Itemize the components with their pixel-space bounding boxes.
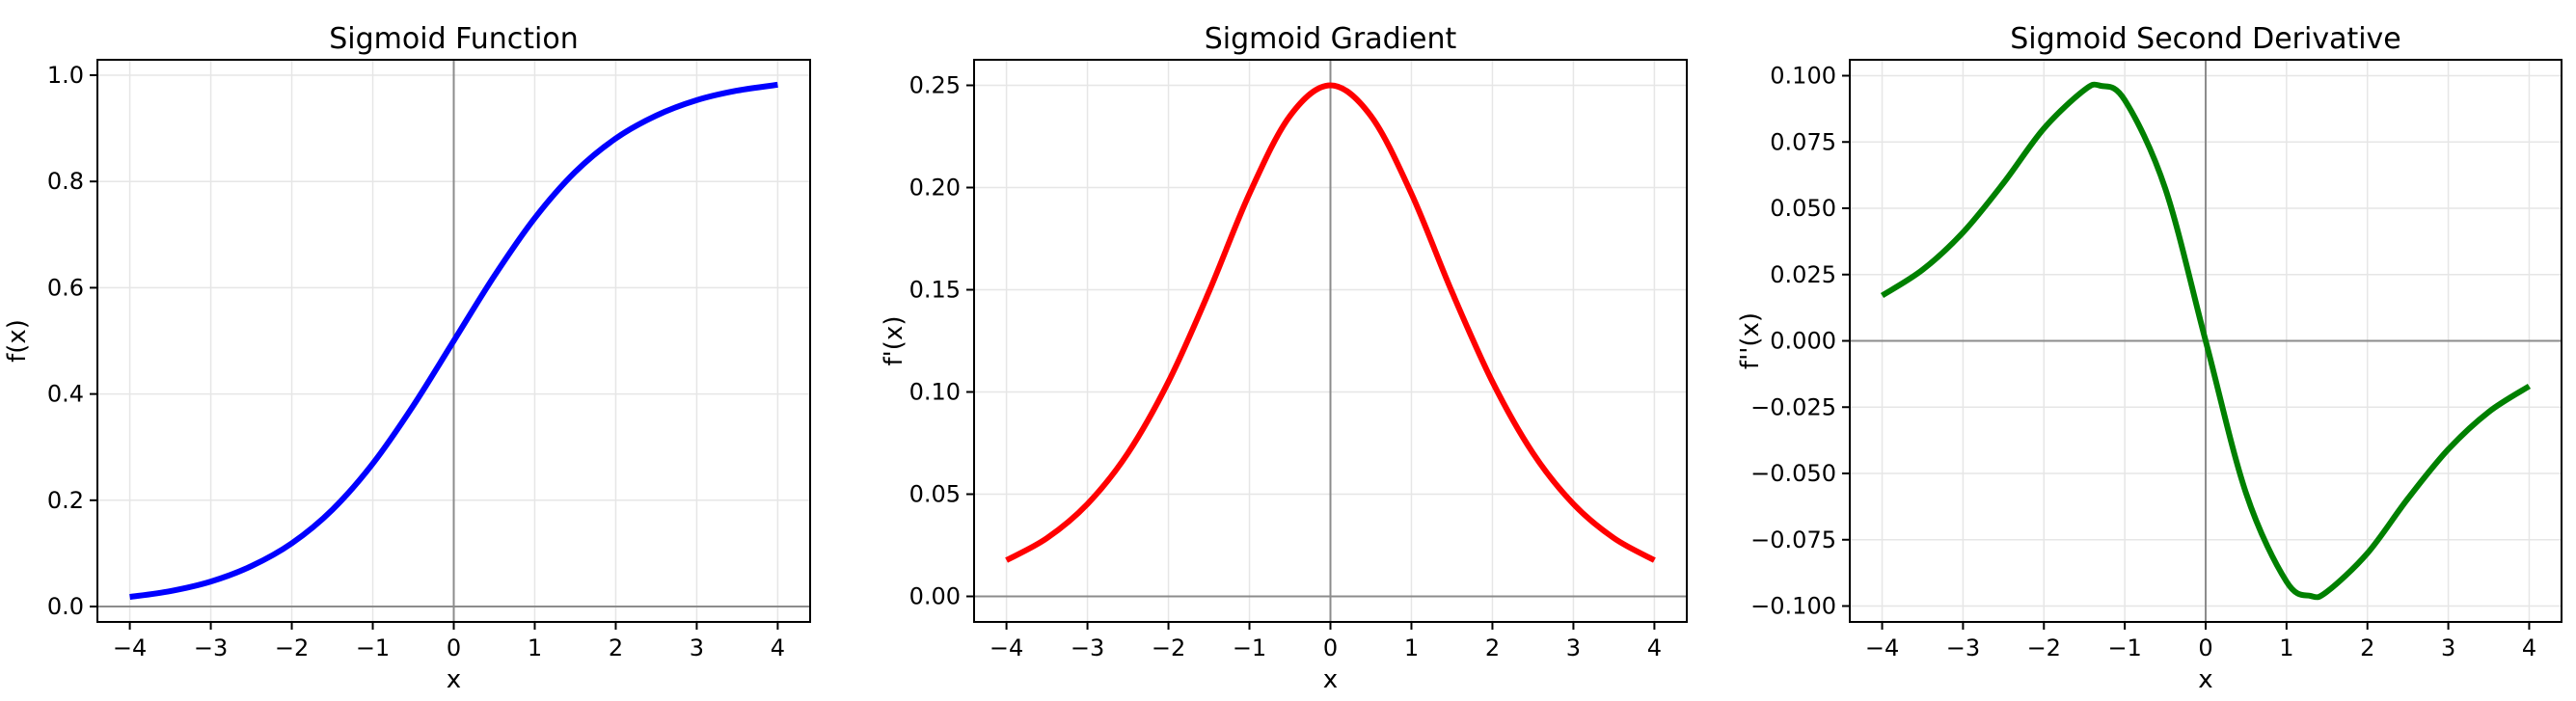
x-tick-label: −2 [275, 634, 309, 661]
x-tick-label: 0 [1323, 634, 1338, 661]
x-tick-label: −4 [113, 634, 147, 661]
x-tick-label: −3 [194, 634, 228, 661]
x-tick-label: 4 [2522, 634, 2536, 661]
x-tick-label: 3 [690, 634, 704, 661]
series-layer [129, 81, 778, 601]
y-tick-label: 0.000 [1770, 328, 1836, 355]
series-layer [1880, 81, 2532, 601]
y-tick-label: 0.025 [1770, 261, 1836, 288]
x-tick-label: 3 [2441, 634, 2455, 661]
x-tick-label: −1 [2107, 634, 2141, 661]
x-tick-label: −1 [356, 634, 390, 661]
y-tick-label: 0.20 [909, 175, 961, 202]
x-tick-label: −2 [2027, 634, 2061, 661]
y-tick-label: 0.6 [47, 274, 84, 301]
y-tick-label: 0.15 [909, 277, 961, 304]
y-tick-label: −0.050 [1750, 460, 1836, 487]
ticks: −4 −3 −2 −1 0 1 2 3 4 0.0 0.2 0.4 0.6 0.8 1.0 [47, 62, 785, 661]
y-tick-label: 0.8 [47, 168, 84, 195]
x-tick-label: 4 [1647, 634, 1662, 661]
x-tick-label: −4 [1865, 634, 1899, 661]
x-tick-label: −3 [1071, 634, 1104, 661]
x-tick-label: −1 [1233, 634, 1266, 661]
ticks: −4 −3 −2 −1 0 1 2 3 4 0.00 0.05 0.10 0.15 0.20 0.25 [909, 72, 1662, 662]
x-axis-label: x [1323, 665, 1338, 694]
ticks: −4 −3 −2 −1 0 1 2 3 4 −0.100 −0.075 −0.050 −0.025 0.0… [1750, 63, 2536, 662]
y-tick-label: 0.10 [909, 379, 961, 406]
x-tick-label: 4 [771, 634, 785, 661]
y-tick-label: 1.0 [47, 62, 84, 89]
x-tick-label: 1 [1404, 634, 1419, 661]
chart-panel-sigmoid-second-derivative: −4 −3 −2 −1 0 1 2 3 4 −0.100 −0.075 −0.050 −0.025 0.0… [1736, 22, 2562, 694]
y-axis-label: f'(x) [880, 316, 908, 366]
x-tick-label: 2 [2360, 634, 2374, 661]
y-tick-label: 0.05 [909, 481, 961, 508]
x-tick-label: 0 [2198, 634, 2212, 661]
y-tick-label: 0.4 [47, 381, 84, 408]
y-tick-label: −0.025 [1750, 393, 1836, 420]
y-axis-label: f''(x) [1736, 312, 1765, 369]
y-tick-label: 0.075 [1770, 128, 1836, 155]
y-tick-label: 0.00 [909, 583, 961, 610]
series-layer [1005, 82, 1656, 563]
y-tick-label: 0.050 [1770, 195, 1836, 222]
y-tick-label: 0.25 [909, 72, 961, 99]
chart-panel-sigmoid-function: −4 −3 −2 −1 0 1 2 3 4 0.0 0.2 0.4 0.6 0.8 1.0 Sigmoid … [3, 22, 811, 694]
series-line [1880, 81, 2532, 601]
y-axis-label: f(x) [3, 319, 32, 363]
y-tick-label: 0.0 [47, 593, 84, 620]
x-axis-label: x [2198, 665, 2212, 694]
x-tick-label: −2 [1152, 634, 1185, 661]
x-tick-label: −4 [990, 634, 1023, 661]
x-tick-label: 0 [447, 634, 461, 661]
x-axis-label: x [447, 665, 461, 694]
chart-title: Sigmoid Gradient [1205, 22, 1457, 56]
x-tick-label: 1 [528, 634, 542, 661]
chart-panel-sigmoid-gradient: −4 −3 −2 −1 0 1 2 3 4 0.00 0.05 0.10 0.15 0.20 0.25 Si… [880, 22, 1688, 694]
series-line [129, 81, 778, 601]
series-line [1005, 82, 1656, 563]
chart-title: Sigmoid Second Derivative [2010, 22, 2401, 56]
y-tick-label: −0.100 [1750, 593, 1836, 620]
y-tick-label: 0.100 [1770, 63, 1836, 90]
y-tick-label: 0.2 [47, 487, 84, 514]
chart-title: Sigmoid Function [329, 22, 579, 56]
x-tick-label: −3 [1946, 634, 1980, 661]
x-tick-label: 3 [1566, 634, 1581, 661]
y-tick-label: −0.075 [1750, 526, 1836, 553]
x-tick-label: 1 [2279, 634, 2293, 661]
x-tick-label: 2 [1485, 634, 1500, 661]
reference-lines [974, 60, 1687, 622]
x-tick-label: 2 [609, 634, 623, 661]
